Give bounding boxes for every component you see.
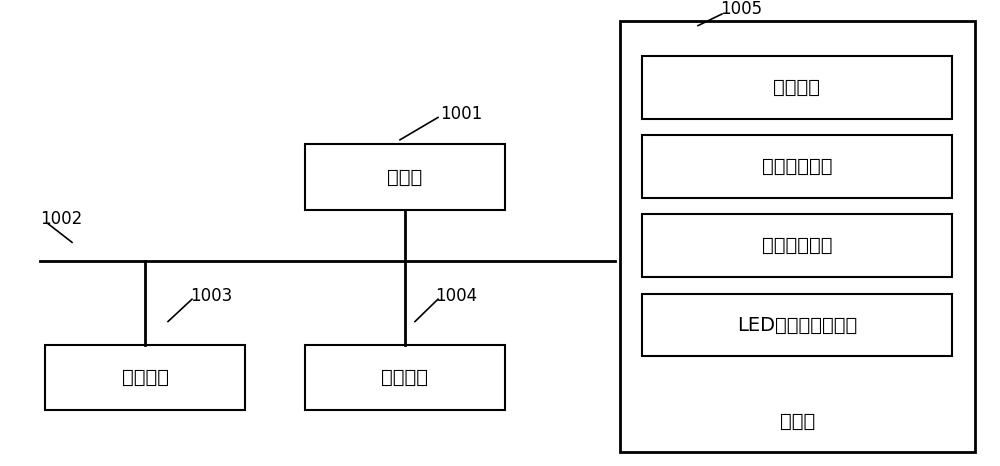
Text: LED显示屏节能程序: LED显示屏节能程序	[737, 315, 857, 335]
Text: 1004: 1004	[435, 287, 477, 305]
FancyBboxPatch shape	[642, 135, 952, 198]
Text: 1003: 1003	[190, 287, 232, 305]
Text: 网络接口: 网络接口	[382, 368, 428, 387]
FancyBboxPatch shape	[642, 294, 952, 356]
Text: 1001: 1001	[440, 105, 482, 123]
Text: 用户接口模块: 用户接口模块	[762, 236, 832, 255]
Text: 用户接口: 用户接口	[122, 368, 169, 387]
Text: 1002: 1002	[40, 210, 82, 228]
FancyBboxPatch shape	[620, 21, 975, 452]
Text: 网络通信模块: 网络通信模块	[762, 157, 832, 176]
FancyBboxPatch shape	[305, 345, 505, 410]
FancyBboxPatch shape	[45, 345, 245, 410]
FancyBboxPatch shape	[642, 56, 952, 119]
FancyBboxPatch shape	[305, 144, 505, 210]
FancyBboxPatch shape	[642, 214, 952, 277]
Text: 操作系统: 操作系统	[774, 78, 820, 97]
Text: 处理器: 处理器	[387, 168, 423, 186]
Text: 存储器: 存储器	[780, 412, 815, 431]
Text: 1005: 1005	[720, 0, 762, 18]
